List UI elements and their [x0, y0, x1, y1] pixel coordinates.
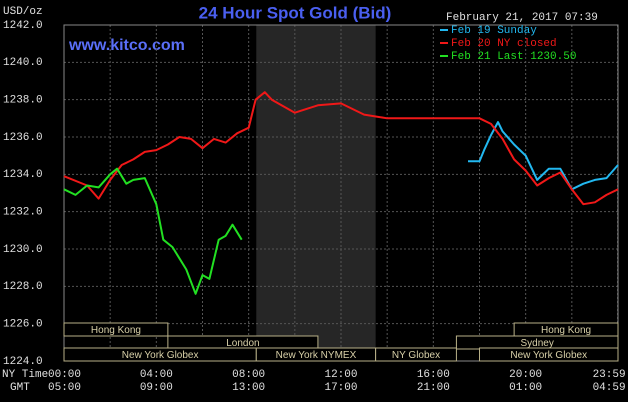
session-box: [63, 322, 169, 337]
x-tick-label: 04:00: [140, 369, 173, 381]
session-box: [479, 347, 619, 362]
y-tick-label: 1234.0: [3, 169, 43, 181]
legend-label: Feb 21 Last 1230.50: [451, 51, 576, 63]
x2-row-label: GMT: [10, 382, 30, 394]
y-tick-label: 1232.0: [3, 207, 43, 219]
y-axis-label: USD/oz: [3, 6, 43, 18]
y-tick-label: 1224.0: [3, 356, 43, 368]
session-label: London: [226, 338, 259, 349]
x2-tick-label: 09:00: [140, 382, 173, 394]
website: www.kitco.com: [68, 37, 185, 54]
x-tick-label: 08:00: [232, 369, 265, 381]
chart-title: 24 Hour Spot Gold (Bid): [199, 3, 392, 22]
x2-tick-label: 05:00: [48, 382, 81, 394]
session-label: Hong Kong: [91, 325, 141, 336]
session-label: New York Globex: [122, 350, 199, 361]
x2-tick-label: 17:00: [324, 382, 357, 394]
series-line: [63, 91, 619, 206]
plot-background: [256, 25, 376, 361]
series-line: [468, 121, 619, 191]
session-box: [375, 347, 457, 362]
y-tick-label: 1230.0: [3, 244, 43, 256]
series-line: [63, 167, 243, 295]
x2-tick-label: 13:00: [232, 382, 265, 394]
y-tick-label: 1240.0: [3, 57, 43, 69]
x-tick-label: 23:59: [593, 369, 626, 381]
x2-tick-label: 04:59: [593, 382, 626, 394]
legend-label: Feb 19 Sunday: [451, 25, 537, 37]
y-tick-label: 1242.0: [3, 20, 43, 32]
x-tick-label: 16:00: [417, 369, 450, 381]
session-label: Hong Kong: [541, 325, 591, 336]
shaded-range: [256, 25, 376, 361]
x2-tick-label: 21:00: [417, 382, 450, 394]
x-tick-label: 20:00: [509, 369, 542, 381]
x-tick-label: 12:00: [324, 369, 357, 381]
y-tick-label: 1238.0: [3, 95, 43, 107]
y-tick-label: 1236.0: [3, 132, 43, 144]
timestamp: February 21, 2017 07:39: [446, 12, 598, 24]
y-tick-label: 1226.0: [3, 319, 43, 331]
x2-tick-label: 01:00: [509, 382, 542, 394]
legend-label: Feb 20 NY closed: [451, 38, 557, 50]
session-label: NY Globex: [392, 350, 440, 361]
session-label: Sydney: [521, 338, 554, 349]
y-tick-label: 1228.0: [3, 281, 43, 293]
session-label: New York NYMEX: [276, 350, 357, 361]
x-tick-label: 00:00: [48, 369, 81, 381]
x-row-label: NY Time: [2, 369, 48, 381]
session-label: New York Globex: [510, 350, 587, 361]
